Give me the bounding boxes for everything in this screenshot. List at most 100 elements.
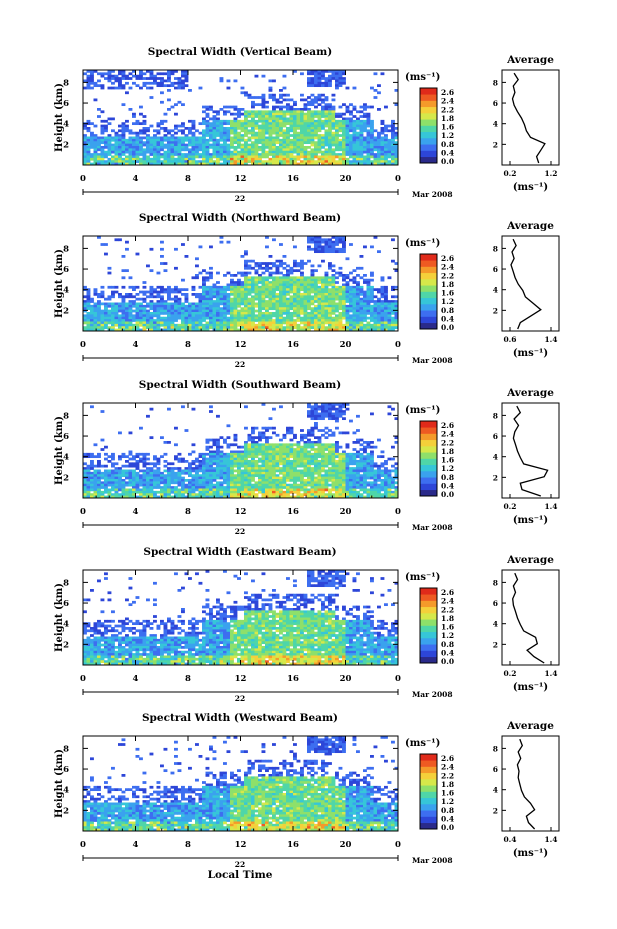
heatmap-cell [107,148,112,152]
heatmap-cell [310,103,315,107]
heatmap-cell [345,283,350,287]
heatmap-cell [167,319,171,322]
heatmap-cell [293,314,297,318]
colorbar-label: 2.6 [441,254,454,263]
heatmap-cell [363,157,367,161]
heatmap-cell [90,452,94,456]
heatmap-cell [303,157,308,161]
heatmap-cell [240,162,245,166]
heatmap-cell [265,464,269,468]
heatmap-cell [216,285,220,289]
heatmap-cell [307,81,311,85]
heatmap-cell [307,321,311,325]
heatmap-cell [258,129,262,133]
heatmap-cell [233,312,238,315]
heatmap-cell [317,304,322,308]
heatmap-cell [370,309,374,313]
heatmap-cell [97,452,101,456]
heatmap-cell [86,307,91,311]
heatmap-cell [100,321,105,325]
heatmap-cell [233,285,238,289]
heatmap-cell [307,134,311,137]
heatmap-cell [258,471,262,475]
heatmap-cell [261,462,266,466]
heatmap-cell [212,469,217,473]
heatmap-cell [153,493,157,497]
heatmap-cell [174,150,178,154]
heatmap-cell [300,259,304,263]
heatmap-cell [272,131,276,135]
heatmap-cell [331,155,336,159]
heatmap-cell [244,426,248,430]
heatmap-cell [107,160,112,164]
heatmap-cell [226,462,231,466]
heatmap-cell [100,153,105,156]
heatmap-cell [307,281,311,284]
heatmap-cell [307,314,311,318]
heatmap-cell [216,471,220,475]
heatmap-cell [233,295,238,299]
heatmap-cell [205,276,210,280]
heatmap-cell [303,146,308,149]
heatmap-cell [317,300,322,303]
heatmap-cell [384,138,388,142]
heatmap-cell [237,278,241,282]
heatmap-cell [135,455,140,459]
heatmap-cell [181,103,185,107]
heatmap-cell [195,469,199,473]
heatmap-cell [282,105,287,109]
heatmap-cell [338,148,343,152]
heatmap-cell [219,476,224,480]
heatmap-cell [279,93,283,97]
heatmap-cell [111,314,115,318]
heatmap-cell [317,323,322,327]
heatmap-cell [107,146,112,149]
heatmap-cell [279,155,283,159]
heatmap-cell [286,326,290,330]
heatmap-cell [230,283,234,287]
heatmap-cell [356,146,360,149]
heatmap-cell [83,86,87,90]
heatmap-cell [251,479,255,482]
heatmap-cell [209,309,213,313]
heatmap-cell [233,290,238,294]
heatmap-cell [240,281,245,284]
heatmap-cell [146,479,150,482]
heatmap-cell [177,136,182,140]
heatmap-cell [142,495,147,499]
heatmap-cell [303,148,308,152]
heatmap-cell [86,493,91,497]
heatmap-cell [195,328,199,332]
colorbar-segment [420,94,437,101]
heatmap-cell [205,141,210,145]
heatmap-cell [380,150,385,154]
heatmap-cell [205,134,210,137]
heatmap-cell [202,304,206,308]
heatmap-cell [226,143,231,147]
heatmap-cell [363,281,367,284]
heatmap-cell [279,110,283,114]
heatmap-cell [356,274,360,277]
heatmap-cell [188,312,192,315]
heatmap-cell [335,328,339,332]
heatmap-cell [359,326,364,330]
heatmap-cell [268,319,273,322]
heatmap-cell [177,160,182,164]
heatmap-cell [314,77,318,80]
heatmap-cell [202,160,206,164]
heatmap-cell [314,278,318,282]
heatmap-cell [268,326,273,330]
heatmap-cell [286,143,290,147]
heatmap-cell [104,304,108,308]
heatmap-cell [219,157,224,161]
heatmap-cell [310,309,315,313]
heatmap-cell [338,134,343,137]
heatmap-cell [128,138,133,142]
heatmap-cell [279,117,283,121]
heatmap-cell [268,448,273,451]
heatmap-cell [184,155,189,159]
heatmap-cell [258,266,262,270]
heatmap-cell [128,162,133,166]
heatmap-cell [139,141,143,145]
heatmap-cell [125,138,129,142]
